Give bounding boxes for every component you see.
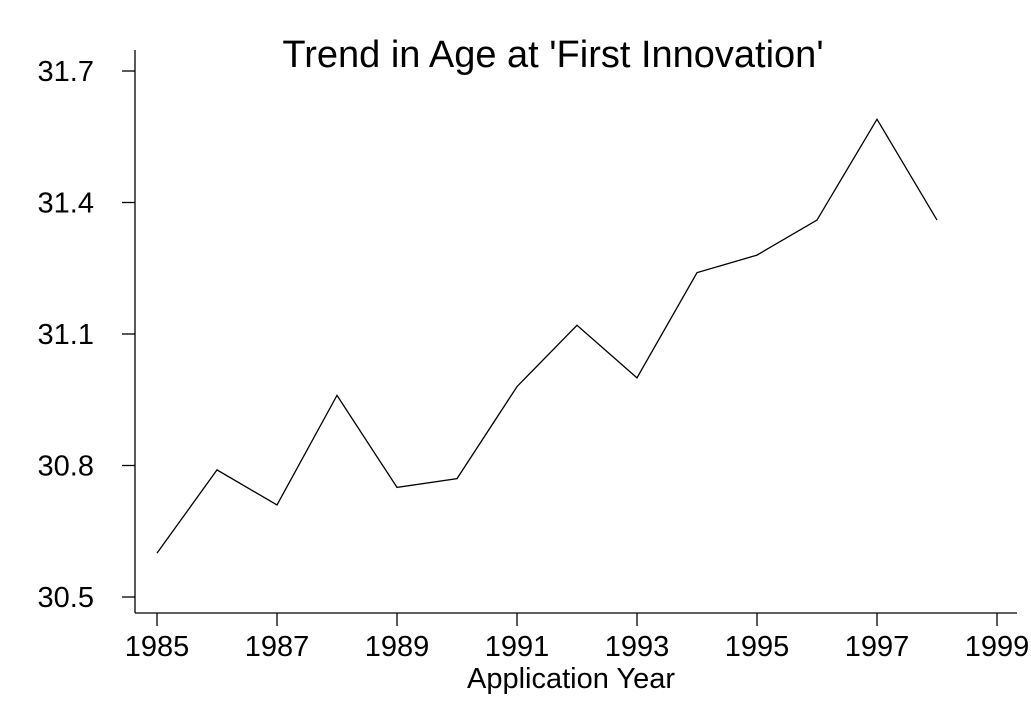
x-tick-label: 1985 xyxy=(125,631,190,663)
x-axis-label: Application Year xyxy=(467,663,675,695)
y-axis-ticks: 30.5 30.8 31.1 31.4 31.7 xyxy=(38,56,135,614)
y-tick-label: 30.8 xyxy=(38,451,94,483)
x-tick-label: 1999 xyxy=(965,631,1030,663)
x-axis-ticks: 1985 1987 1989 1991 1993 1995 1997 1999 xyxy=(125,613,1030,663)
chart-title: Trend in Age at 'First Innovation' xyxy=(282,34,823,76)
series-line xyxy=(156,117,938,554)
x-tick-label: 1987 xyxy=(245,631,310,663)
series-layer xyxy=(156,117,938,554)
x-tick-label: 1997 xyxy=(845,631,910,663)
y-tick-label: 31.7 xyxy=(38,56,94,88)
x-tick-label: 1989 xyxy=(365,631,430,663)
x-tick-label: 1995 xyxy=(725,631,790,663)
y-tick-label: 30.5 xyxy=(38,582,94,614)
y-tick-label: 31.1 xyxy=(38,319,94,351)
x-tick-label: 1993 xyxy=(605,631,670,663)
x-tick-label: 1991 xyxy=(485,631,550,663)
y-tick-label: 31.4 xyxy=(38,188,94,220)
